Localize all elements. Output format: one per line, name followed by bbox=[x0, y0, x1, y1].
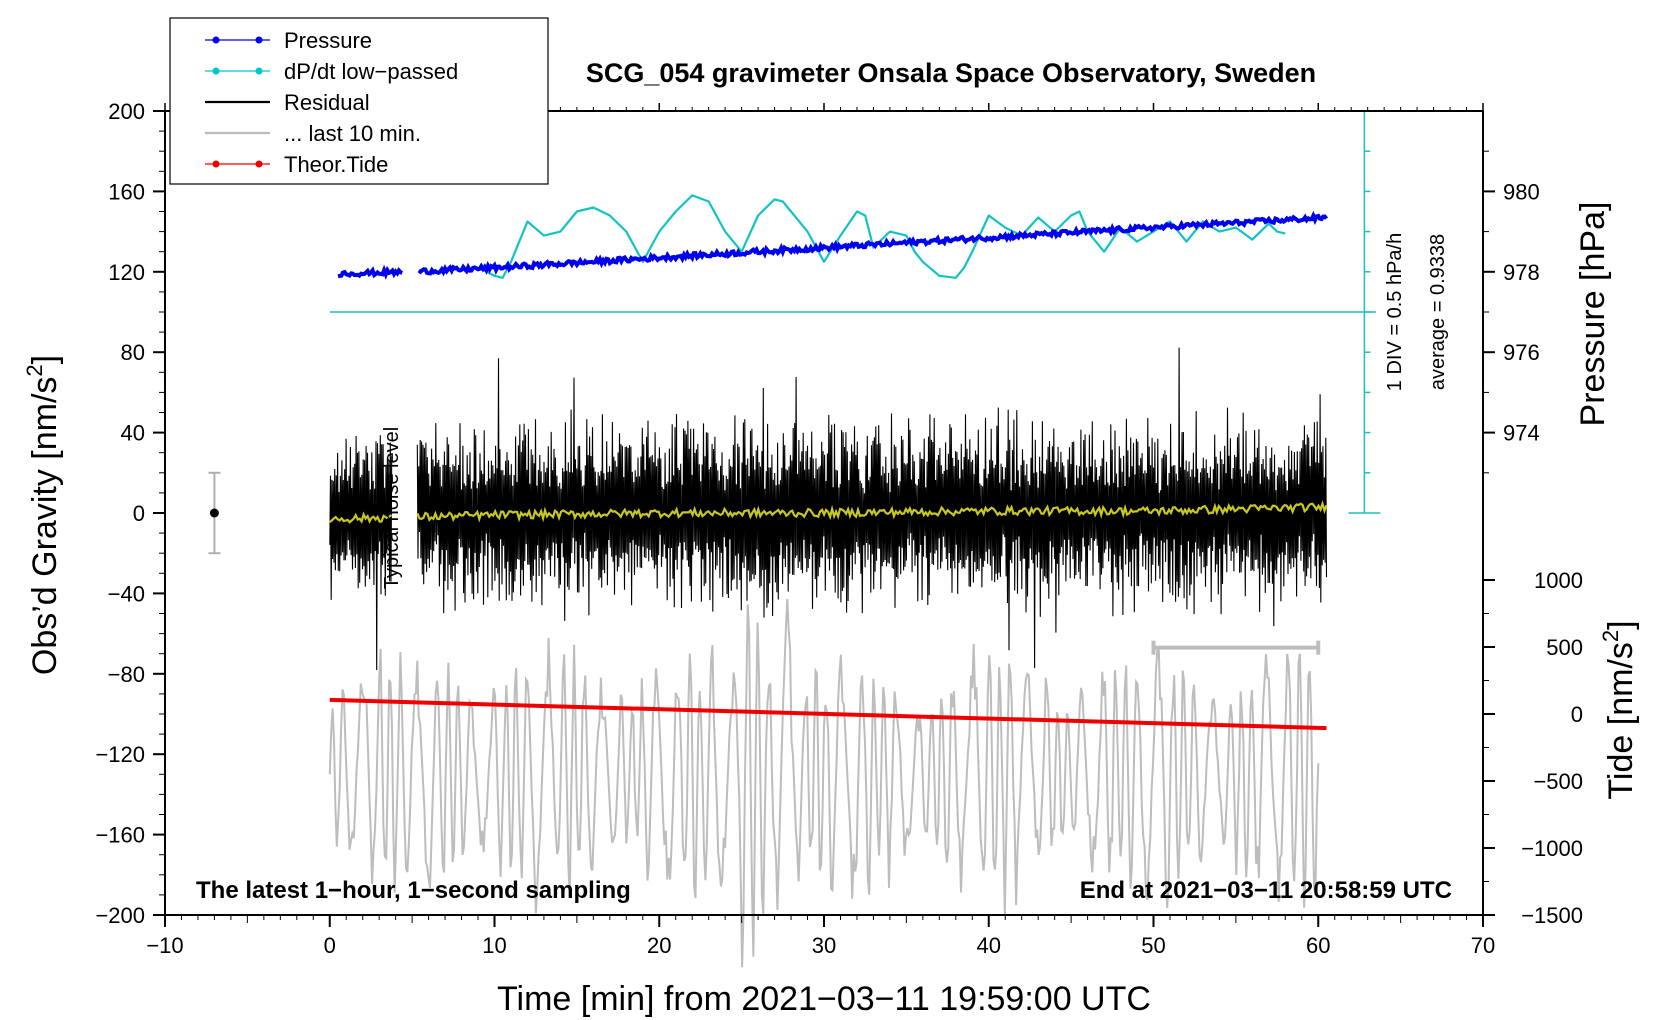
tide-tick-label: 1000 bbox=[1534, 568, 1583, 593]
noise-label: Typical noise level bbox=[381, 427, 403, 589]
x-tick-label: 30 bbox=[812, 933, 836, 958]
y-tick-label: −160 bbox=[95, 823, 145, 848]
tide-tick-label: −500 bbox=[1533, 769, 1583, 794]
y-tick-label: −80 bbox=[108, 662, 145, 687]
pressure-axis-label: Pressure [hPa] bbox=[1574, 202, 1612, 427]
legend-marker bbox=[255, 36, 263, 44]
legend-label: Residual bbox=[284, 90, 370, 115]
legend-label: Theor.Tide bbox=[284, 152, 388, 177]
legend-marker bbox=[212, 160, 220, 168]
x-tick-label: −10 bbox=[146, 933, 183, 958]
dpdt-line bbox=[461, 194, 1286, 279]
y-tick-label: 0 bbox=[133, 501, 145, 526]
legend-label: Pressure bbox=[284, 28, 372, 53]
tide-tick-label: −1000 bbox=[1521, 836, 1583, 861]
pressure-tick-label: 974 bbox=[1503, 421, 1540, 446]
legend-marker bbox=[255, 160, 263, 168]
x-tick-label: 70 bbox=[1471, 933, 1495, 958]
bottom-left-note: The latest 1−hour, 1−second sampling bbox=[196, 877, 631, 904]
div-label: 1 DIV = 0.5 hPa/h bbox=[1384, 233, 1406, 391]
x-tick-label: 60 bbox=[1306, 933, 1330, 958]
average-label: average = 0.9338 bbox=[1427, 234, 1449, 390]
legend-label: ... last 10 min. bbox=[284, 121, 421, 146]
noise-center-dot bbox=[209, 508, 219, 518]
legend-marker bbox=[212, 36, 220, 44]
residual-lowpass-line bbox=[329, 500, 1328, 524]
legend-label: dP/dt low−passed bbox=[284, 59, 458, 84]
last-10-min-line bbox=[328, 598, 1320, 968]
pressure-tick-label: 980 bbox=[1503, 179, 1540, 204]
y-tick-label: −200 bbox=[95, 903, 145, 928]
y-tick-label: 120 bbox=[108, 260, 145, 285]
y-tick-label: 200 bbox=[108, 99, 145, 124]
tide-tick-label: 0 bbox=[1571, 702, 1583, 727]
y-axis-label: Obs’d Gravity [nm/s2] bbox=[22, 355, 64, 675]
y-tick-label: 160 bbox=[108, 179, 145, 204]
x-tick-label: 10 bbox=[482, 933, 506, 958]
tide-tick-label: 500 bbox=[1546, 635, 1583, 660]
pressure-tick-label: 976 bbox=[1503, 340, 1540, 365]
x-tick-label: 50 bbox=[1141, 933, 1165, 958]
pressure-line bbox=[337, 210, 1329, 280]
chart-title: SCG_054 gravimeter Onsala Space Observat… bbox=[586, 58, 1316, 88]
legend: Pressure dP/dt low−passed Residual ... last… bbox=[169, 17, 549, 185]
x-tick-label: 0 bbox=[324, 933, 336, 958]
x-axis-label: Time [min] from 2021−03−11 19:59:00 UTC bbox=[497, 980, 1151, 1018]
y-tick-label: −40 bbox=[108, 581, 145, 606]
tide-line bbox=[329, 697, 1327, 731]
bottom-right-note: End at 2021−03−11 20:58:59 UTC bbox=[1080, 877, 1452, 904]
x-tick-label: 40 bbox=[977, 933, 1001, 958]
y-tick-label: −120 bbox=[95, 742, 145, 767]
tide-axis-label: Tide [nm/s2] bbox=[1598, 620, 1640, 799]
tide-tick-label: −1500 bbox=[1521, 903, 1583, 928]
y-tick-label: 80 bbox=[121, 340, 145, 365]
y-tick-label: 40 bbox=[121, 421, 145, 446]
legend-marker bbox=[255, 67, 263, 75]
pressure-tick-label: 978 bbox=[1503, 260, 1540, 285]
x-tick-label: 20 bbox=[647, 933, 671, 958]
legend-marker bbox=[212, 67, 220, 75]
